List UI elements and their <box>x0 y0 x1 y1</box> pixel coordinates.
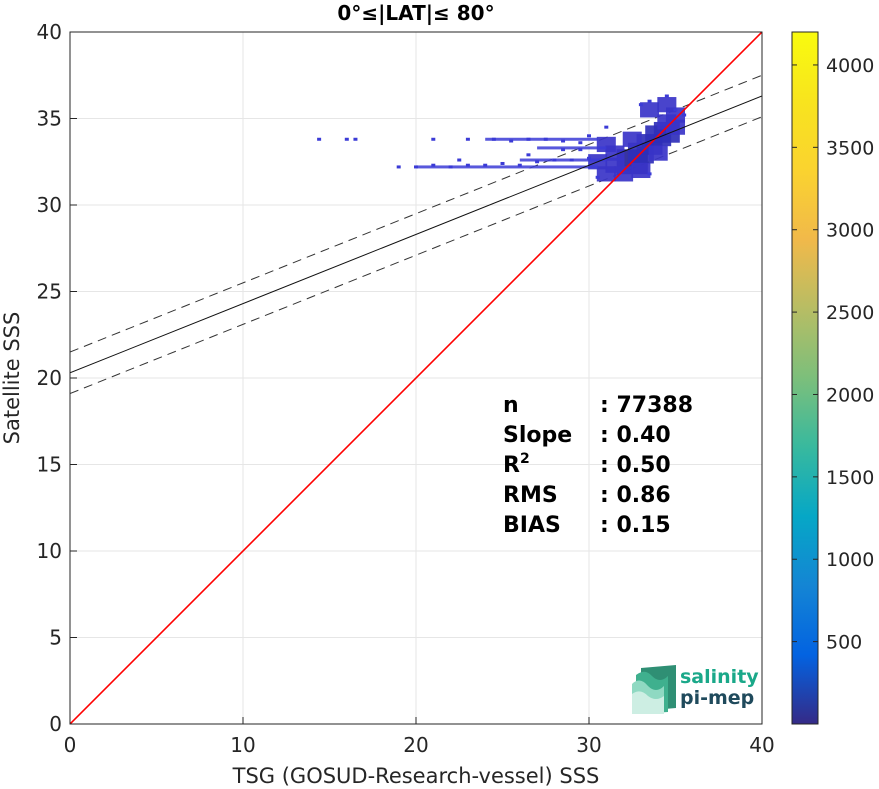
density-streak <box>416 165 598 169</box>
density-cell <box>596 166 616 182</box>
stat-value: : 77388 <box>600 393 693 418</box>
salinity-pi-mep-logo: salinity pi-mep <box>632 665 759 714</box>
stats-panel: n : 77388 Slope : 0.40 R2 : 0.50 RMS : 0.86 BIAS… <box>503 393 693 538</box>
density-cell <box>622 131 642 147</box>
x-tick-label: 10 <box>230 733 255 757</box>
y-tick-label: 30 <box>37 193 62 217</box>
y-tick-label: 20 <box>37 366 62 390</box>
logo-text-pi-mep: pi-mep <box>680 687 754 709</box>
density-cell <box>614 166 634 182</box>
density-cell <box>631 162 651 179</box>
density-point <box>396 165 401 169</box>
x-axis-label: TSG (GOSUD-Research-vessel) SSS <box>232 764 600 788</box>
stat-label-superscript: 2 <box>520 451 530 467</box>
density-point <box>431 163 436 167</box>
colorbar-tick-label: 4000 <box>826 55 874 77</box>
density-point <box>647 172 652 176</box>
y-axis-ticks: 0 5 10 15 20 25 30 35 40 <box>37 20 77 736</box>
logo-text-salinity: salinity <box>680 666 759 688</box>
density-point <box>431 137 436 141</box>
stat-label: R2 <box>503 451 530 478</box>
wave-logo-icon <box>632 665 676 714</box>
y-tick-label: 5 <box>49 626 62 650</box>
density-streak <box>485 137 598 141</box>
stat-label: BIAS <box>503 513 561 538</box>
colorbar-tick-label: 2500 <box>826 302 874 324</box>
y-tick-label: 40 <box>37 20 62 44</box>
colorbar <box>791 31 819 725</box>
x-tick-label: 40 <box>749 733 774 757</box>
y-tick-label: 25 <box>37 280 62 304</box>
density-point <box>664 94 669 98</box>
x-tick-label: 20 <box>403 733 428 757</box>
density-point <box>535 160 540 164</box>
stat-value: : 0.50 <box>600 453 671 478</box>
stat-value: : 0.40 <box>600 423 671 448</box>
density-point <box>483 163 488 167</box>
density-point <box>465 137 470 141</box>
density-point <box>500 161 505 165</box>
y-tick-label: 10 <box>37 539 62 563</box>
density-streak <box>519 158 607 162</box>
density-point <box>526 153 531 157</box>
density-point <box>509 139 514 143</box>
density-point <box>465 163 470 167</box>
fit-band-line <box>70 74 762 353</box>
y-axis-label: Satellite SSS <box>0 312 24 445</box>
density-cell <box>657 97 677 113</box>
density-point <box>317 137 322 141</box>
y-tick-label: 0 <box>49 712 62 736</box>
colorbar-ticks: 500 1000 1500 2000 2500 3000 3500 4000 <box>792 55 874 654</box>
density-point <box>595 175 600 179</box>
colorbar-tick-label: 1500 <box>826 467 874 489</box>
y-tick-label: 15 <box>37 453 62 477</box>
density-cell <box>640 102 660 118</box>
colorbar-tick-label: 2000 <box>826 384 874 406</box>
density-point <box>604 125 609 129</box>
density-point <box>457 158 462 162</box>
density-cell <box>596 136 616 153</box>
stat-value: : 0.15 <box>600 513 671 538</box>
stat-label: n <box>503 393 519 418</box>
density-point <box>561 148 566 152</box>
density-point <box>638 103 643 107</box>
density-point <box>587 134 591 138</box>
density-streak <box>537 146 607 150</box>
colorbar-tick-label: 1000 <box>826 549 874 571</box>
chart-title: 0°≤|LAT|≤ 80° <box>337 1 494 25</box>
density-point <box>578 148 583 152</box>
density-point <box>561 139 566 143</box>
density-point <box>587 156 591 160</box>
stat-label: Slope <box>503 423 572 448</box>
density-point <box>517 163 522 167</box>
density-point <box>673 108 678 112</box>
y-tick-label: 35 <box>37 107 62 131</box>
stat-value: : 0.86 <box>600 483 671 508</box>
colorbar-tick-label: 3000 <box>826 220 874 242</box>
density-cell <box>648 145 668 161</box>
colorbar-tick-label: 500 <box>826 632 862 654</box>
density-point <box>578 141 583 145</box>
colorbar-tick-label: 3500 <box>826 137 874 159</box>
density-point <box>344 137 349 141</box>
identity-line <box>70 32 762 724</box>
density-point <box>682 113 687 117</box>
x-tick-label: 0 <box>64 733 77 757</box>
x-tick-label: 30 <box>576 733 601 757</box>
stat-label: RMS <box>503 483 558 508</box>
x-axis-ticks: 0 10 20 30 40 <box>64 717 775 757</box>
fit-line <box>70 95 762 374</box>
density-point <box>353 137 358 141</box>
density-point <box>647 99 652 103</box>
